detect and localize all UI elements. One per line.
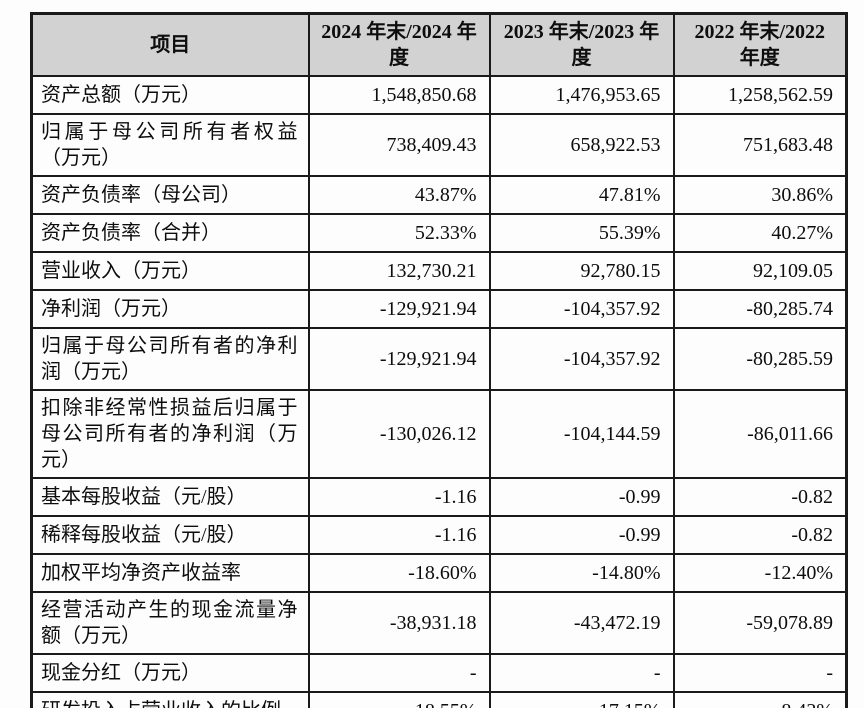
value-cell: -0.82 <box>672 477 848 517</box>
row-label: 加权平均净资产收益率 <box>30 553 310 593</box>
row-label: 资产负债率（合并） <box>30 213 310 253</box>
column-header-item: 项目 <box>30 12 310 77</box>
value-cell: 8.43% <box>672 691 848 708</box>
row-label: 归属于母公司所有者的净利润（万元） <box>30 327 310 391</box>
row-label: 研发投入占营业收入的比例 <box>30 691 310 708</box>
value-cell: -129,921.94 <box>307 327 491 391</box>
value-cell: 1,258,562.59 <box>672 75 848 115</box>
value-cell: -86,011.66 <box>672 389 848 479</box>
row-label: 净利润（万元） <box>30 289 310 329</box>
value-cell: -130,026.12 <box>307 389 491 479</box>
table-row: 资产总额（万元） 1,548,850.68 1,476,953.65 1,258… <box>30 75 848 115</box>
table-row: 归属于母公司所有者权益（万元） 738,409.43 658,922.53 75… <box>30 113 848 177</box>
value-cell: 52.33% <box>307 213 491 253</box>
value-cell: -80,285.59 <box>672 327 848 391</box>
column-header-2024: 2024 年末/2024 年度 <box>307 12 491 77</box>
row-label: 资产负债率（母公司） <box>30 175 310 215</box>
value-cell: -18.60% <box>307 553 491 593</box>
table-row: 稀释每股收益（元/股） -1.16 -0.99 -0.82 <box>30 515 848 555</box>
value-cell: -59,078.89 <box>672 591 848 655</box>
value-cell: -104,357.92 <box>488 289 675 329</box>
value-cell: 40.27% <box>672 213 848 253</box>
table-row: 经营活动产生的现金流量净额（万元） -38,931.18 -43,472.19 … <box>30 591 848 655</box>
row-label: 扣除非经常性损益后归属于母公司所有者的净利润（万元） <box>30 389 310 479</box>
row-label: 经营活动产生的现金流量净额（万元） <box>30 591 310 655</box>
column-header-2022: 2022 年末/2022 年度 <box>672 12 848 77</box>
table-row: 资产负债率（母公司） 43.87% 47.81% 30.86% <box>30 175 848 215</box>
value-cell: 30.86% <box>672 175 848 215</box>
value-cell: 132,730.21 <box>307 251 491 291</box>
row-label: 基本每股收益（元/股） <box>30 477 310 517</box>
value-cell: -104,144.59 <box>488 389 675 479</box>
value-cell: -0.99 <box>488 477 675 517</box>
value-cell: -14.80% <box>488 553 675 593</box>
row-label: 归属于母公司所有者权益（万元） <box>30 113 310 177</box>
row-label: 现金分红（万元） <box>30 653 310 693</box>
value-cell: -12.40% <box>672 553 848 593</box>
value-cell: 92,780.15 <box>488 251 675 291</box>
value-cell: 1,548,850.68 <box>307 75 491 115</box>
value-cell: -38,931.18 <box>307 591 491 655</box>
value-cell: -0.99 <box>488 515 675 555</box>
value-cell: 18.55% <box>307 691 491 708</box>
financial-indicators-table: 项目 2024 年末/2024 年度 2023 年末/2023 年度 2022 … <box>30 12 848 708</box>
row-label: 资产总额（万元） <box>30 75 310 115</box>
table-row: 归属于母公司所有者的净利润（万元） -129,921.94 -104,357.9… <box>30 327 848 391</box>
value-cell: 43.87% <box>307 175 491 215</box>
row-label: 稀释每股收益（元/股） <box>30 515 310 555</box>
value-cell: 658,922.53 <box>488 113 675 177</box>
value-cell: 47.81% <box>488 175 675 215</box>
table-row: 加权平均净资产收益率 -18.60% -14.80% -12.40% <box>30 553 848 593</box>
value-cell: -1.16 <box>307 477 491 517</box>
value-cell: -80,285.74 <box>672 289 848 329</box>
table-row: 扣除非经常性损益后归属于母公司所有者的净利润（万元） -130,026.12 -… <box>30 389 848 479</box>
table-row: 净利润（万元） -129,921.94 -104,357.92 -80,285.… <box>30 289 848 329</box>
value-cell: -43,472.19 <box>488 591 675 655</box>
value-cell: - <box>488 653 675 693</box>
table-row: 基本每股收益（元/股） -1.16 -0.99 -0.82 <box>30 477 848 517</box>
value-cell: -0.82 <box>672 515 848 555</box>
table-row: 资产负债率（合并） 52.33% 55.39% 40.27% <box>30 213 848 253</box>
column-header-2023: 2023 年末/2023 年度 <box>488 12 675 77</box>
value-cell: -1.16 <box>307 515 491 555</box>
value-cell: -104,357.92 <box>488 327 675 391</box>
value-cell: 55.39% <box>488 213 675 253</box>
value-cell: -129,921.94 <box>307 289 491 329</box>
value-cell: 1,476,953.65 <box>488 75 675 115</box>
table-row: 营业收入（万元） 132,730.21 92,780.15 92,109.05 <box>30 251 848 291</box>
value-cell: - <box>672 653 848 693</box>
value-cell: - <box>307 653 491 693</box>
value-cell: 17.15% <box>488 691 675 708</box>
header-row: 项目 2024 年末/2024 年度 2023 年末/2023 年度 2022 … <box>30 12 848 77</box>
value-cell: 92,109.05 <box>672 251 848 291</box>
value-cell: 751,683.48 <box>672 113 848 177</box>
row-label: 营业收入（万元） <box>30 251 310 291</box>
table-row: 研发投入占营业收入的比例 18.55% 17.15% 8.43% <box>30 691 848 708</box>
table-row: 现金分红（万元） - - - <box>30 653 848 693</box>
value-cell: 738,409.43 <box>307 113 491 177</box>
